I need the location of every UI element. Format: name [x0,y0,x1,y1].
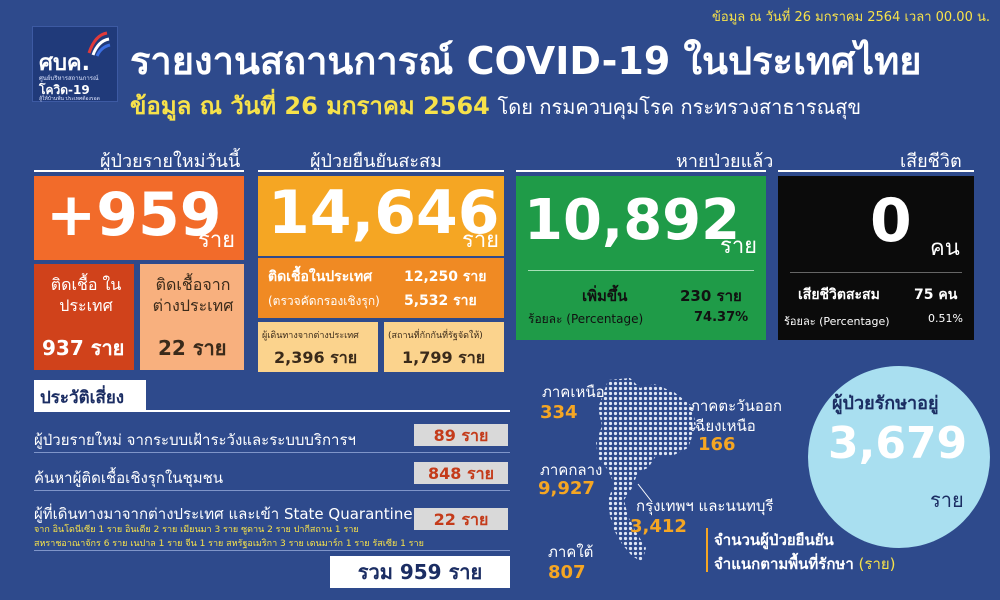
risk-row-value: 22 ราย [414,508,508,530]
region-caption-line1: จำนวนผู้ป่วยยืนยัน [714,531,834,549]
risk-header: ประวัติเสี่ยง [34,380,146,410]
cum-travel-box: ผู้เดินทางจากต่างประเทศ 2,396 ราย [258,322,378,372]
in-treatment-header: ผู้ป่วยรักษาอยู่ [832,393,939,414]
in-treatment-circle: ผู้ป่วยรักษาอยู่ 3,679 ราย [808,366,990,548]
logo-tagline: สู้ให้บ้านพ้น ประเทศต้องรอด [39,96,100,102]
cum-active-label: (ตรวจคัดกรองเชิงรุก) [268,294,380,308]
risk-row-divider [34,452,510,453]
region-northeast-label: ภาคตะวันออก เฉียงเหนือ [690,397,782,435]
region-north-value: 334 [540,402,578,423]
region-northeast-value: 166 [698,434,736,455]
risk-row-label: ผู้ที่เดินทางมาจากต่างประเทศ และเข้า Sta… [34,505,413,523]
risk-total: รวม 959 ราย [330,556,510,588]
deaths-box: 0 คน เสียชีวิตสะสม 75 คน ร้อยละ (Percent… [778,176,974,340]
risk-row-divider [34,550,510,551]
cumulative-unit: ราย [462,228,500,253]
region-central-value: 9,927 [538,478,595,499]
new-cases-header: ผู้ป่วยรายใหม่วันนี้ [100,151,241,172]
region-caption-line2: จำแนกตามพื้นที่รักษา (ราย) [714,552,896,576]
risk-abroad-note: สหราชอาณาจักร 6 ราย เนปาล 1 ราย จีน 1 รา… [34,539,424,549]
deaths-header: เสียชีวิต [900,151,962,172]
region-bangkok-label: กรุงเทพฯ และนนทบุรี [636,497,774,515]
new-local-box: ติดเชื้อ ในประเทศ 937 ราย [34,264,134,370]
thailand-map-icon [596,378,696,562]
cum-local-label: ติดเชื้อในประเทศ [268,269,373,285]
risk-abroad-note: จาก อินโดนีเซีย 1 ราย อินเดีย 2 ราย เมีย… [34,525,359,535]
subtitle-source: โดย กรมควบคุมโรค กระทรวงสาธารณสุข [497,95,862,119]
subtitle-date: ข้อมูล ณ วันที่ 26 มกราคม 2564 [130,92,490,120]
new-cases-box: +959 ราย [34,176,244,260]
risk-row-divider [34,490,510,491]
recovered-increase-label: เพิ่มขึ้น [582,287,628,305]
logo-covid: โควิด-19 [39,83,90,97]
recovered-pct-label: ร้อยละ (Percentage) [528,312,644,326]
region-south-label: ภาคใต้ [548,543,594,561]
cumulative-header: ผู้ป่วยยืนยันสะสม [310,151,442,172]
region-caption-line2-main: จำแนกตามพื้นที่รักษา [714,555,854,573]
cumulative-value: 14,646 [268,178,500,248]
new-abroad-label: ติดเชื้อจาก ต่างประเทศ [152,275,234,315]
region-north-label: ภาคเหนือ [542,383,605,401]
deaths-header-line [778,170,974,172]
recovered-divider [528,270,754,271]
new-abroad-box: ติดเชื้อจาก ต่างประเทศ 22 ราย [140,264,244,370]
cumulative-header-line [258,170,504,172]
cum-quarantine-value: 1,799 ราย [402,348,486,367]
recovered-value: 10,892 [524,188,741,253]
risk-header-line [34,410,510,412]
region-south-value: 807 [548,562,586,583]
recovered-increase-value: 230 ราย [680,287,742,305]
deaths-cum-value: 75 คน [914,287,958,303]
new-local-value: 937 ราย [42,336,125,360]
cumulative-box: 14,646 ราย [258,176,504,256]
region-caption-bar [706,528,708,572]
recovered-header-line [516,170,766,172]
deaths-divider [790,272,962,273]
new-cases-header-line [34,170,244,172]
cum-travel-label: ผู้เดินทางจากต่างประเทศ [262,331,359,341]
region-bangkok-value: 3,412 [630,516,687,537]
logo-name: ศบค. [39,51,91,76]
deaths-unit: คน [930,236,960,261]
page-title: รายงานสถานการณ์ COVID-19 ในประเทศไทย [130,39,922,83]
recovered-unit: ราย [720,234,758,259]
cum-quarantine-label: (สถานที่กักกันที่รัฐจัดให้) [388,331,483,341]
risk-row-label: ค้นหาผู้ติดเชื้อเชิงรุกในชุมชน [34,469,224,487]
deaths-pct-value: 0.51% [928,312,963,325]
cum-quarantine-box: (สถานที่กักกันที่รัฐจัดให้) 1,799 ราย [384,322,504,372]
cum-local-value: 12,250 ราย [404,269,487,285]
recovered-header: หายป่วยแล้ว [676,151,774,172]
logo-emblem-icon [87,31,111,57]
logo-subline: ศูนย์บริหารสถานการณ์ [39,75,99,82]
risk-row-label: ผู้ป่วยรายใหม่ จากระบบเฝ้าระวังและระบบบร… [34,431,356,449]
page-subtitle: ข้อมูล ณ วันที่ 26 มกราคม 2564 โดย กรมคว… [130,86,861,125]
risk-row-value: 848 ราย [414,462,508,484]
in-treatment-value: 3,679 [828,418,968,469]
new-cases-unit: ราย [198,228,236,253]
ccsa-logo: ศบค. ศูนย์บริหารสถานการณ์ โควิด-19 สู้ให… [32,26,118,102]
new-abroad-value: 22 ราย [158,336,227,360]
recovered-box: 10,892 ราย เพิ่มขึ้น 230 ราย ร้อยละ (Per… [516,176,766,340]
cum-active-value: 5,532 ราย [404,293,477,309]
region-central-label: ภาคกลาง [540,461,603,479]
recovered-pct-value: 74.37% [694,310,749,325]
risk-row-value: 89 ราย [414,424,508,446]
region-caption-unit: (ราย) [858,555,896,573]
report-timestamp: ข้อมูล ณ วันที่ 26 มกราคม 2564 เวลา 00.0… [712,10,990,25]
new-local-label: ติดเชื้อ ในประเทศ [50,275,122,315]
cum-travel-value: 2,396 ราย [274,348,358,367]
cumulative-detail-box: ติดเชื้อในประเทศ 12,250 ราย (ตรวจคัดกรอง… [258,258,504,318]
new-cases-value: +959 [46,180,222,250]
deaths-pct-label: ร้อยละ (Percentage) [784,315,890,328]
in-treatment-unit: ราย [930,488,964,512]
deaths-value: 0 [870,186,912,256]
deaths-cum-label: เสียชีวิตสะสม [798,287,880,303]
